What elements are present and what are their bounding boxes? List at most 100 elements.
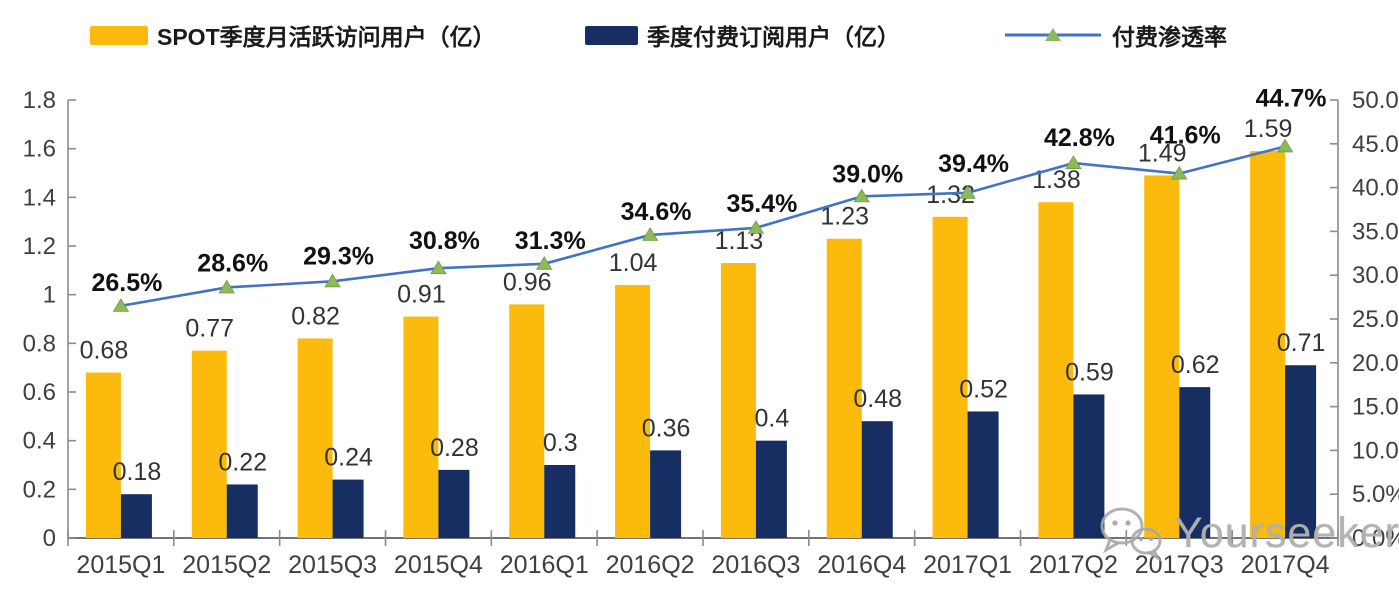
mau-bar	[615, 284, 651, 538]
line-marker-icon	[1005, 28, 1101, 41]
right-axis-tick-label: 5.0%	[1352, 481, 1399, 508]
mau-value-label: 1.59	[1244, 115, 1293, 143]
mau-bar	[191, 350, 227, 538]
triangle-marker	[853, 188, 870, 203]
x-axis-category-label: 2017Q2	[1029, 551, 1118, 579]
left-axis-tick-label: 1.8	[23, 87, 56, 114]
subs-bar	[226, 484, 258, 538]
triangle-marker	[218, 279, 235, 294]
x-axis-category-label: 2016Q2	[606, 551, 695, 579]
x-axis-category-label: 2015Q1	[76, 551, 165, 579]
right-axis-tick-label: 45.0%	[1352, 131, 1399, 158]
penetration-pct-label: 26.5%	[91, 269, 162, 297]
right-axis-tick-label: 50.0%	[1352, 87, 1399, 114]
penetration-pct-label: 35.4%	[726, 190, 797, 218]
triangle-marker	[324, 273, 341, 288]
left-axis-tick-label: 0.4	[23, 428, 56, 455]
mau-value-label: 0.68	[80, 337, 129, 365]
mau-series-swatch	[90, 25, 148, 45]
penetration-pct-label: 41.6%	[1150, 122, 1221, 150]
subs-value-label: 0.52	[959, 375, 1008, 403]
penetration-pct-label: 39.0%	[832, 160, 903, 188]
mau-bar	[85, 372, 121, 538]
subs-value-label: 0.22	[218, 448, 267, 476]
subs-value-label: 0.28	[430, 434, 479, 462]
triangle-marker	[959, 185, 976, 199]
right-axis-tick-label: 35.0%	[1352, 218, 1399, 245]
right-axis-tick-label: 30.0%	[1352, 262, 1399, 289]
subs-bar	[332, 479, 364, 538]
x-axis-category-label: 2016Q3	[711, 551, 800, 579]
subs-bar	[438, 469, 470, 538]
x-axis-category-label: 2017Q1	[923, 551, 1012, 579]
right-axis-tick-label: 40.0%	[1352, 175, 1399, 202]
right-axis-tick-label: 15.0%	[1352, 394, 1399, 421]
legend-label-subs: 季度付费订阅用户（亿）	[647, 24, 900, 50]
penetration-pct-label: 31.3%	[515, 227, 586, 255]
subs-bar	[1285, 365, 1317, 538]
legend-item-mau: SPOT季度月活跃访问用户（亿）	[90, 18, 496, 52]
x-axis-category-label: 2016Q4	[817, 551, 906, 579]
penetration-pct-label: 44.7%	[1256, 84, 1327, 112]
mau-bar	[1144, 175, 1180, 538]
triangle-marker	[1171, 165, 1188, 180]
mau-bar	[509, 304, 545, 538]
penetration-pct-label: 29.3%	[303, 242, 374, 270]
left-axis-tick-label: 0.6	[23, 379, 56, 406]
mau-value-label: 1.38	[1032, 166, 1081, 194]
subs-value-label: 0.48	[853, 385, 902, 413]
triangle-marker	[112, 298, 130, 312]
mau-bar	[1250, 151, 1286, 538]
subs-bar	[544, 465, 576, 538]
subs-bar	[1179, 387, 1211, 538]
subs-value-label: 0.59	[1065, 358, 1114, 386]
triangle-marker	[1065, 155, 1082, 169]
x-axis-category-label: 2016Q1	[500, 551, 589, 579]
penetration-pct-label: 34.6%	[621, 198, 692, 226]
penetration-line	[120, 145, 1286, 308]
legend-label-mau: SPOT季度月活跃访问用户（亿）	[157, 24, 496, 50]
mau-bar	[932, 216, 968, 539]
right-axis-tick-label: 25.0%	[1352, 306, 1399, 333]
right-axis-tick-label: 10.0%	[1352, 437, 1399, 464]
penetration-pct-label: 42.8%	[1044, 124, 1115, 152]
right-axis-tick-label: 0.0%	[1352, 525, 1399, 552]
subs-value-label: 0.4	[755, 405, 790, 433]
right-axis-tick-label: 20.0%	[1352, 350, 1399, 377]
left-axis-tick-label: 0	[43, 525, 56, 552]
subs-bar	[967, 411, 999, 538]
triangle-marker	[430, 260, 447, 275]
chart-legend: SPOT季度月活跃访问用户（亿） 季度付费订阅用户（亿） 付费渗透率	[0, 18, 1399, 52]
subs-bar	[1073, 394, 1105, 538]
x-axis-category-label: 2015Q2	[182, 551, 271, 579]
penetration-pct-label: 30.8%	[409, 227, 480, 255]
subs-value-label: 0.36	[642, 414, 691, 442]
left-axis-tick-label: 1.4	[23, 184, 56, 211]
mau-bar	[403, 316, 439, 538]
mau-bar	[297, 338, 333, 538]
subs-series-swatch	[585, 25, 638, 45]
subs-value-label: 0.18	[113, 458, 162, 486]
mau-value-label: 1.04	[609, 249, 658, 277]
legend-item-subs: 季度付费订阅用户（亿）	[585, 18, 900, 52]
penetration-pct-label: 39.4%	[938, 150, 1009, 178]
subs-bar	[861, 421, 893, 538]
legend-label-penetration: 付费渗透率	[1112, 24, 1227, 50]
x-axis-category-label: 2017Q4	[1241, 551, 1330, 579]
mau-bar	[1038, 202, 1074, 538]
triangle-marker	[747, 220, 765, 234]
left-axis-tick-label: 1.6	[23, 136, 56, 163]
mau-value-label: 0.91	[397, 281, 446, 309]
mau-value-label: 0.82	[291, 302, 340, 330]
left-axis-tick-label: 1	[43, 282, 56, 309]
mau-bar	[720, 263, 756, 538]
penetration-pct-label: 28.6%	[197, 249, 268, 277]
subs-bar	[650, 450, 682, 538]
mau-value-label: 0.77	[185, 315, 234, 343]
left-axis-tick-label: 0.8	[23, 330, 56, 357]
subs-value-label: 0.24	[324, 444, 373, 472]
x-axis-category-label: 2017Q3	[1135, 551, 1224, 579]
mau-bar	[826, 238, 862, 538]
